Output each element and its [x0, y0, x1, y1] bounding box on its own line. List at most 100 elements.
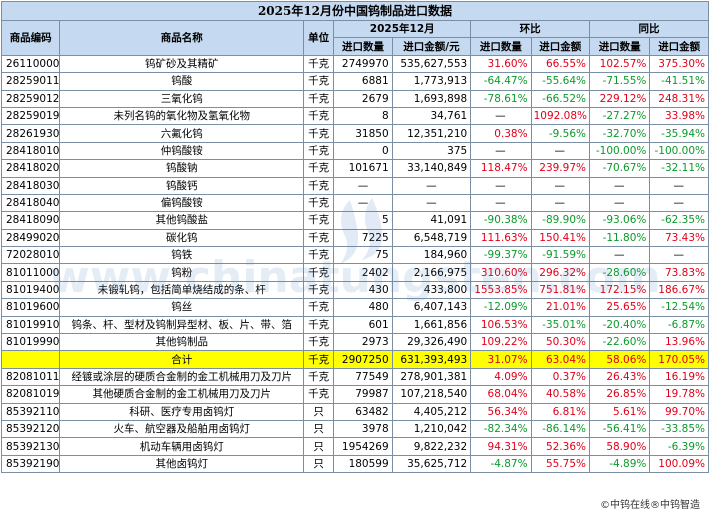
cell-yq: -27.27% [588, 106, 651, 126]
cell-ma: 55.75% [530, 454, 590, 474]
cell-amt: 1,693,898 [391, 89, 472, 108]
cell-amt: 4,405,212 [391, 402, 472, 421]
cell-amt: 107,218,540 [391, 385, 472, 404]
cell-yq: 26.85% [588, 385, 651, 404]
cell-qty: 77549 [333, 367, 393, 387]
table-row: 85392190 其他卤钨灯只 180599 35,625,712 -4.87% 55.7… [0, 454, 709, 474]
table-row: 85392110 科研、医疗专用卤钨灯只 63482 4,405,212 56.34% 6… [0, 402, 709, 421]
table-row: 85392130 机动车辆用卤钨灯只 1954269 9,822,232 94.31% 5… [0, 437, 709, 456]
header-row-2: 进口数量 进口金额/元 进口数量 进口金额 进口数量 进口金额 [2, 37, 709, 56]
cell-amt: — [391, 176, 472, 195]
cell-qty: — [333, 193, 393, 213]
cell-ya: 16.19% [649, 367, 709, 387]
cell-ya: 13.96% [649, 333, 709, 352]
cell-ya: 375.30% [649, 54, 709, 74]
cell-unit: 千克 [303, 315, 335, 335]
header-yoy-amt: 进口金额 [649, 37, 709, 56]
header-qty: 进口数量 [333, 37, 393, 56]
cell-unit: 千克 [303, 89, 335, 108]
cell-name: 钨铁 [59, 246, 305, 265]
cell-amt: 184,960 [391, 246, 472, 265]
header-period: 2025年12月 [333, 19, 472, 39]
cell-mq: 56.34% [470, 402, 532, 421]
cell-name: 其他钨酸盐 [59, 211, 305, 230]
cell-name: 未锻轧钨，包括简单烧结成的条、杆 [59, 280, 305, 300]
cell-ma: -66.52% [530, 89, 590, 108]
cell-name: 科研、医疗专用卤钨灯 [59, 402, 305, 421]
cell-amt: 33,140,849 [391, 159, 472, 178]
cell-name: 钨酸钠 [59, 159, 305, 178]
cell-ya: -32.11% [649, 159, 709, 178]
table-row: 28418030 钨酸钙 千克 — — — — — — [0, 176, 709, 195]
cell-mq: 68.04% [470, 385, 532, 404]
cell-ya: 248.31% [649, 89, 709, 108]
cell-ya: 186.67% [649, 280, 709, 300]
cell-unit: 千克 [303, 228, 335, 248]
cell-mq: — [470, 176, 532, 195]
cell-code: 85392190 [0, 454, 61, 474]
cell-ma: 0.37% [530, 367, 590, 387]
cell-code: 28418040 [0, 193, 61, 213]
cell-ya: — [649, 246, 709, 265]
cell-qty: 2402 [333, 263, 393, 282]
cell-code: 81019400 [0, 280, 61, 300]
cell-name: 机动车辆用卤钨灯 [59, 437, 305, 456]
cell-unit: 千克 [303, 333, 335, 352]
cell-mq: — [470, 106, 532, 126]
cell-mq: 31.60% [470, 54, 532, 74]
cell-code: 28418030 [0, 176, 61, 195]
cell-mq: 4.09% [470, 367, 532, 387]
cell-ma: -89.90% [530, 211, 590, 230]
header-yoy-qty: 进口数量 [588, 37, 651, 56]
cell-amt: 535,627,553 [391, 54, 472, 74]
cell-name: 其他卤钨灯 [59, 454, 305, 474]
cell-code: 26110000 [0, 54, 61, 74]
cell-mq: 111.63% [470, 228, 532, 248]
cell-ma: 40.58% [530, 385, 590, 404]
cell-mq: 1553.85% [470, 280, 532, 300]
cell-ya: 73.83% [649, 263, 709, 282]
cell-mq: -78.61% [470, 89, 532, 108]
cell-ya: — [649, 176, 709, 195]
cell-code: 82081019 [0, 385, 61, 404]
cell-qty: 2749970 [333, 54, 393, 74]
table-row: 28499020 碳化钨 千克 7225 6,548,719 111.63% 150.41%… [0, 228, 709, 248]
cell-mq: -4.87% [470, 454, 532, 474]
cell-yq: -71.55% [588, 72, 651, 91]
table-row: 28261930 六氟化钨 千克 31850 12,351,210 0.38% -9.56%… [0, 124, 709, 143]
cell-name: 钨酸 [59, 72, 305, 91]
cell-code: 28418090 [0, 211, 61, 230]
cell-yq: -22.60% [588, 333, 651, 352]
cell-qty: 480 [333, 298, 393, 317]
cell-unit: 只 [303, 454, 335, 474]
cell-qty: 31850 [333, 124, 393, 143]
table-row: 81019400 未锻轧钨，包括简单烧结成的条、杆 千克 430 433,800 1553… [0, 280, 709, 300]
table-row: 28259011 钨酸 千克 6881 1,773,913 -64.47% -55.64% -… [0, 72, 709, 91]
cell-mq: -90.38% [470, 211, 532, 230]
cell-ya: 170.05% [649, 350, 709, 369]
table-row: 82081019 其他硬质合金制的金工机械用刀及刀片 千克 79987 107,218,… [0, 385, 709, 404]
cell-code: 81019600 [0, 298, 61, 317]
table-row: 81019910 钨条、杆、型材及钨制异型材、板、片、带、箔 千克 601 1,661,… [0, 315, 709, 335]
cell-unit: 千克 [303, 385, 335, 404]
cell-unit: 只 [303, 419, 335, 439]
cell-mq: 0.38% [470, 124, 532, 143]
cell-qty: 2679 [333, 89, 393, 108]
cell-name: 偏钨酸铵 [59, 193, 305, 213]
cell-mq: 94.31% [470, 437, 532, 456]
cell-ya: 19.78% [649, 385, 709, 404]
cell-yq: 229.12% [588, 89, 651, 108]
cell-yq: — [588, 193, 651, 213]
cell-qty: 75 [333, 246, 393, 265]
cell-mq: -64.47% [470, 72, 532, 91]
table-row: 28418010 仲钨酸铵 千克 0 375— — -100.00% -100.00% [0, 141, 709, 161]
cell-code: 81019990 [0, 333, 61, 352]
header-row-1: 商品编码 商品名称 单位 2025年12月 环比 同比 [0, 19, 710, 56]
cell-amt: 41,091 [391, 211, 472, 230]
cell-amt: 34,761 [391, 106, 472, 126]
cell-code: 85392120 [0, 419, 61, 439]
cell-yq: -20.40% [588, 315, 651, 335]
header-name: 商品名称 [59, 20, 305, 56]
table-row: 72028010 钨铁 千克 75 184,960 -99.37% -91.59% — — [0, 246, 709, 265]
